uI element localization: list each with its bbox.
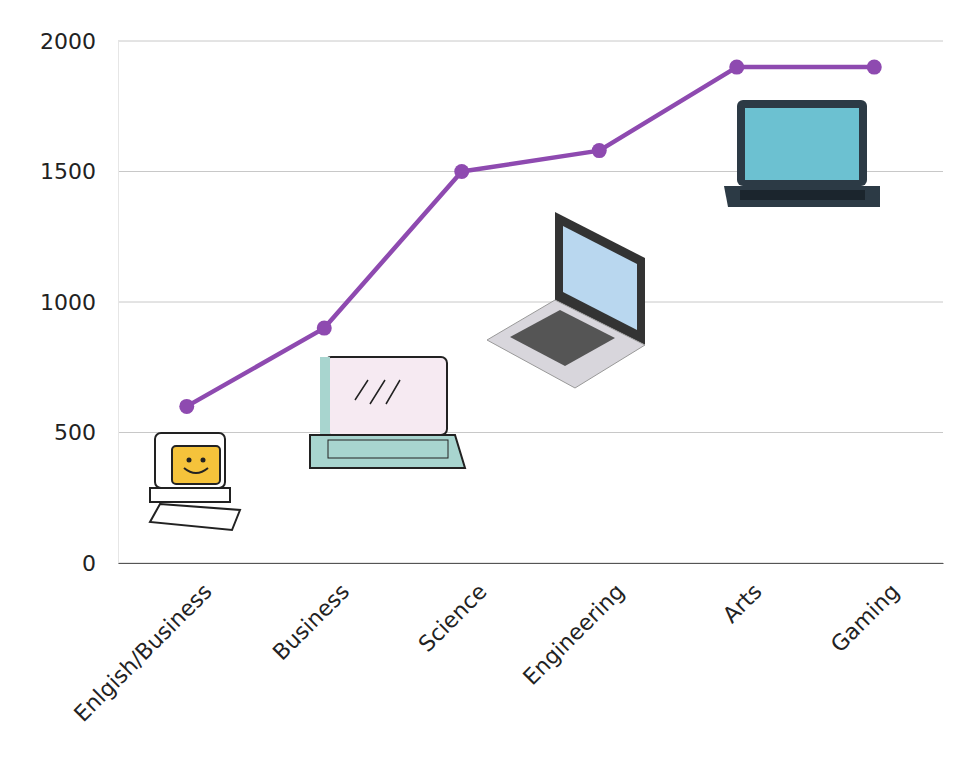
y-tick-label: 500 xyxy=(54,420,96,445)
y-tick: 2000 xyxy=(40,29,118,54)
chart: 0 500 1000 1500 2000 Enlgish/Business Business… xyxy=(0,0,977,768)
point-marker xyxy=(317,321,332,336)
x-tick-label: Arts xyxy=(718,579,767,628)
x-tick-label: Science xyxy=(414,579,492,657)
y-tick: 0 xyxy=(82,551,118,576)
icon-shape xyxy=(310,435,465,468)
icon-shape xyxy=(201,458,206,463)
y-tick: 500 xyxy=(54,420,118,445)
icon-shape xyxy=(184,468,208,473)
y-tick: 1500 xyxy=(40,159,118,184)
icon-shape xyxy=(320,357,330,435)
x-tick-label: Gaming xyxy=(826,579,904,657)
icon-shape xyxy=(328,440,448,458)
y-axis-line xyxy=(118,42,119,564)
y-tick-label: 1000 xyxy=(40,290,96,315)
x-tick: Business xyxy=(268,563,354,665)
series-line xyxy=(187,67,875,406)
icon-shape xyxy=(172,446,220,484)
grid-line xyxy=(118,41,943,42)
x-tick-label: Enlgish/Business xyxy=(69,579,217,727)
y-tick-label: 1500 xyxy=(40,159,96,184)
x-tick-label: Engineering xyxy=(518,579,629,690)
icon-shape xyxy=(737,100,867,186)
x-tick: Gaming xyxy=(826,563,904,657)
icon-shape xyxy=(155,433,225,488)
icon-shape xyxy=(487,300,645,388)
grid-line xyxy=(118,432,943,433)
icon-shape xyxy=(187,458,192,463)
x-tick: Engineering xyxy=(518,563,629,690)
icon-shape xyxy=(740,190,865,200)
point-marker xyxy=(867,60,882,75)
plot-area xyxy=(179,60,882,414)
y-axis: 0 500 1000 1500 2000 xyxy=(40,29,119,576)
icon-shape xyxy=(724,186,880,207)
icon-shape xyxy=(745,108,859,180)
point-marker xyxy=(592,143,607,158)
icon-shape xyxy=(325,357,447,435)
x-tick: Science xyxy=(414,563,492,657)
grid xyxy=(118,41,943,563)
x-axis: Enlgish/Business Business Science Engineeri… xyxy=(69,563,943,726)
y-tick: 1000 xyxy=(40,290,118,315)
x-tick: Arts xyxy=(718,563,767,628)
x-tick: Enlgish/Business xyxy=(69,563,217,726)
icon-shape xyxy=(510,310,615,366)
point-marker xyxy=(454,164,469,179)
y-tick-label: 0 xyxy=(82,551,96,576)
grid-line xyxy=(118,563,943,564)
icon-shape xyxy=(150,488,230,502)
point-marker xyxy=(729,60,744,75)
x-tick-label: Business xyxy=(268,579,354,665)
grid-line xyxy=(118,302,943,303)
icon-shape xyxy=(355,380,400,404)
point-marker xyxy=(179,399,194,414)
y-tick-label: 2000 xyxy=(40,29,96,54)
x-axis-line xyxy=(119,563,944,564)
icon-shape xyxy=(150,504,240,530)
